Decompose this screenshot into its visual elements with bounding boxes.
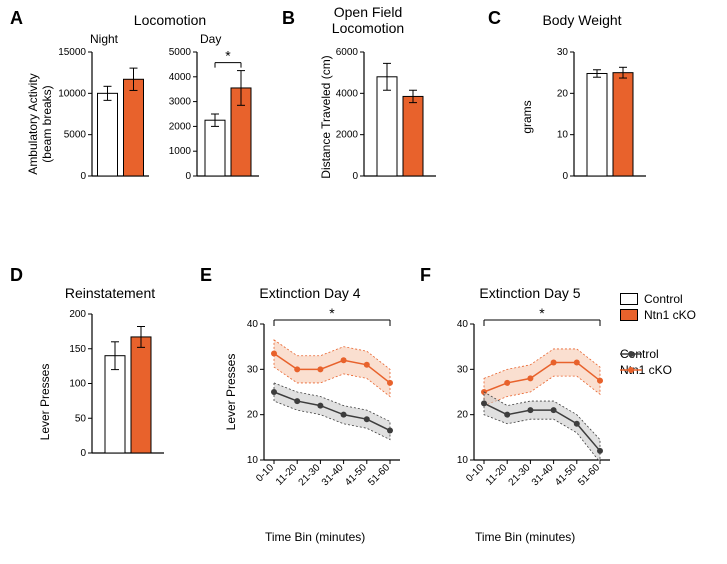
- panel-a-label: A: [10, 8, 23, 29]
- svg-text:10: 10: [557, 130, 569, 141]
- panel-e-title: Extinction Day 4: [235, 285, 385, 301]
- svg-text:2000: 2000: [169, 121, 192, 132]
- svg-text:150: 150: [69, 344, 86, 355]
- svg-text:*: *: [329, 305, 335, 321]
- panel-f-xlabel: Time Bin (minutes): [475, 530, 575, 544]
- svg-text:41-50: 41-50: [553, 462, 579, 488]
- panel-a-day-chart: 0 1000 2000 3000 4000 5000 *: [163, 48, 263, 188]
- legend-cko-swatch: [620, 309, 638, 321]
- panel-e-chart: 102030400-1011-2021-3031-4041-5051-60*: [240, 310, 410, 520]
- svg-text:21-30: 21-30: [507, 462, 533, 488]
- svg-text:10: 10: [247, 455, 259, 466]
- svg-text:20: 20: [557, 88, 569, 99]
- panel-c-ylabel: grams: [520, 77, 534, 157]
- svg-text:50: 50: [75, 413, 87, 424]
- panel-a-night-chart: 0 5000 10000 15000: [58, 48, 153, 188]
- legend-control-label: Control: [644, 292, 683, 306]
- svg-text:10000: 10000: [58, 88, 86, 99]
- svg-text:4000: 4000: [169, 72, 192, 83]
- svg-text:20: 20: [247, 410, 259, 421]
- panel-d-ylabel: Lever Presses: [38, 347, 52, 457]
- svg-text:6000: 6000: [336, 47, 359, 58]
- panel-f-chart: 102030400-1011-2021-3031-4041-5051-60*: [450, 310, 620, 520]
- panel-c-title: Body Weight: [522, 12, 642, 28]
- svg-text:31-40: 31-40: [320, 462, 346, 488]
- svg-text:0: 0: [352, 171, 358, 182]
- svg-text:4000: 4000: [336, 88, 359, 99]
- panel-e-label: E: [200, 265, 212, 286]
- panel-d-label: D: [10, 265, 23, 286]
- legend-bars: Control Ntn1 cKO: [620, 290, 696, 324]
- panel-e-ylabel: Lever Presses: [224, 337, 238, 447]
- svg-text:41-50: 41-50: [343, 462, 369, 488]
- panel-f-title: Extinction Day 5: [455, 285, 605, 301]
- svg-text:20: 20: [457, 410, 469, 421]
- svg-text:5000: 5000: [169, 47, 192, 58]
- svg-text:15000: 15000: [58, 47, 86, 58]
- panel-d-title: Reinstatement: [45, 285, 175, 301]
- svg-text:0: 0: [185, 171, 191, 182]
- svg-text:21-30: 21-30: [297, 462, 323, 488]
- svg-text:31-40: 31-40: [530, 462, 556, 488]
- panel-a-night-label: Night: [90, 32, 118, 46]
- panel-b-label: B: [282, 8, 295, 29]
- svg-text:10: 10: [457, 455, 469, 466]
- panel-c-chart: 0 10 20 30: [540, 48, 650, 188]
- svg-text:0: 0: [562, 171, 568, 182]
- svg-text:1000: 1000: [169, 146, 192, 157]
- legend-control-swatch: [620, 293, 638, 305]
- svg-text:0: 0: [80, 171, 86, 182]
- svg-text:51-60: 51-60: [366, 462, 392, 488]
- svg-text:40: 40: [457, 319, 469, 330]
- legend-lines: Control Ntn1 cKO: [620, 345, 672, 379]
- panel-d-chart: 0 50 100 150 200: [58, 310, 168, 465]
- svg-text:5000: 5000: [64, 130, 87, 141]
- panel-b-chart: 0 2000 4000 6000: [330, 48, 440, 188]
- svg-text:200: 200: [69, 309, 86, 320]
- svg-text:3000: 3000: [169, 97, 192, 108]
- legend-cko-label: Ntn1 cKO: [644, 308, 696, 322]
- legend-line-cko-icon: [620, 364, 642, 376]
- panel-a-day-label: Day: [200, 32, 221, 46]
- svg-text:2000: 2000: [336, 130, 359, 141]
- svg-text:51-60: 51-60: [576, 462, 602, 488]
- svg-text:11-20: 11-20: [484, 462, 510, 488]
- panel-c-label: C: [488, 8, 501, 29]
- panel-e-xlabel: Time Bin (minutes): [265, 530, 365, 544]
- svg-text:40: 40: [247, 319, 259, 330]
- svg-text:30: 30: [247, 364, 259, 375]
- svg-text:30: 30: [557, 47, 569, 58]
- panel-a-ylabel: Ambulatory Activity(beam breaks): [26, 64, 54, 184]
- svg-text:100: 100: [69, 379, 86, 390]
- legend-line-control-icon: [620, 348, 642, 360]
- svg-text:*: *: [539, 305, 545, 321]
- svg-text:0: 0: [80, 448, 86, 459]
- svg-text:*: *: [225, 48, 231, 64]
- panel-b-title: Open FieldLocomotion: [308, 4, 428, 36]
- svg-text:11-20: 11-20: [274, 462, 300, 488]
- svg-text:30: 30: [457, 364, 469, 375]
- panel-f-label: F: [420, 265, 431, 286]
- panel-a-title: Locomotion: [100, 12, 240, 28]
